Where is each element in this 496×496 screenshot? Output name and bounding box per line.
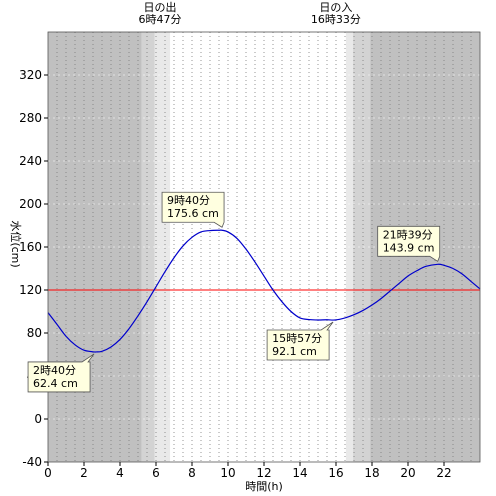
- twilight-band: [353, 32, 371, 462]
- twilight-band: [154, 32, 171, 462]
- callout-box: [377, 225, 441, 262]
- sunset-time: 16時33分: [311, 13, 361, 26]
- callout-time: 15時57分: [272, 332, 322, 345]
- tide-series: [47, 229, 481, 353]
- sunrise-time: 6時47分: [139, 13, 182, 26]
- x-axis-title: 時間(h): [245, 480, 283, 493]
- sunrise-label: 日の出: [144, 0, 177, 14]
- y-tick-label: 160: [19, 240, 42, 254]
- x-tick-label: 6: [152, 466, 160, 480]
- x-tick-label: 16: [328, 466, 343, 480]
- callout-value: 62.4 cm: [33, 377, 78, 390]
- tide-line: [47, 229, 481, 353]
- y-tick-label: 240: [19, 154, 42, 168]
- y-tick-label: 0: [34, 412, 42, 426]
- y-tick-label: -40: [22, 455, 42, 469]
- x-tick-label: 0: [44, 466, 52, 480]
- x-axis-ticks: 0 2 4 6 8 10 12 14 16 18 20 22: [44, 462, 452, 480]
- callout-time: 9時40分: [167, 194, 210, 207]
- callout-box: [266, 321, 334, 361]
- y-axis-title: 水位(cm): [9, 220, 23, 267]
- x-tick-label: 22: [436, 466, 451, 480]
- x-tick-label: 12: [256, 466, 271, 480]
- x-tick-label: 14: [292, 466, 307, 480]
- x-tick-label: 10: [220, 466, 235, 480]
- callout-box: [161, 191, 225, 228]
- callout-value: 92.1 cm: [272, 345, 317, 358]
- sun-times: 日の出 6時47分 日の入 16時33分: [139, 0, 361, 26]
- callout-value: 175.6 cm: [167, 207, 219, 220]
- y-tick-label: 320: [19, 68, 42, 82]
- x-tick-label: 2: [80, 466, 88, 480]
- callout-value: 143.9 cm: [383, 241, 435, 254]
- y-tick-label: 80: [27, 326, 42, 340]
- y-tick-label: 120: [19, 283, 42, 297]
- y-axis-ticks: -4004080120160200240280320: [19, 68, 48, 469]
- y-tick-label: 200: [19, 197, 42, 211]
- callout-box: [27, 353, 95, 393]
- x-tick-label: 4: [116, 466, 124, 480]
- sunset-label: 日の入: [319, 1, 352, 14]
- callout-time: 21時39分: [383, 228, 433, 241]
- y-tick-label: 280: [19, 111, 42, 125]
- x-tick-label: 20: [400, 466, 415, 480]
- x-tick-label: 8: [188, 466, 196, 480]
- callout-time: 2時40分: [33, 364, 76, 377]
- x-tick-label: 18: [364, 466, 379, 480]
